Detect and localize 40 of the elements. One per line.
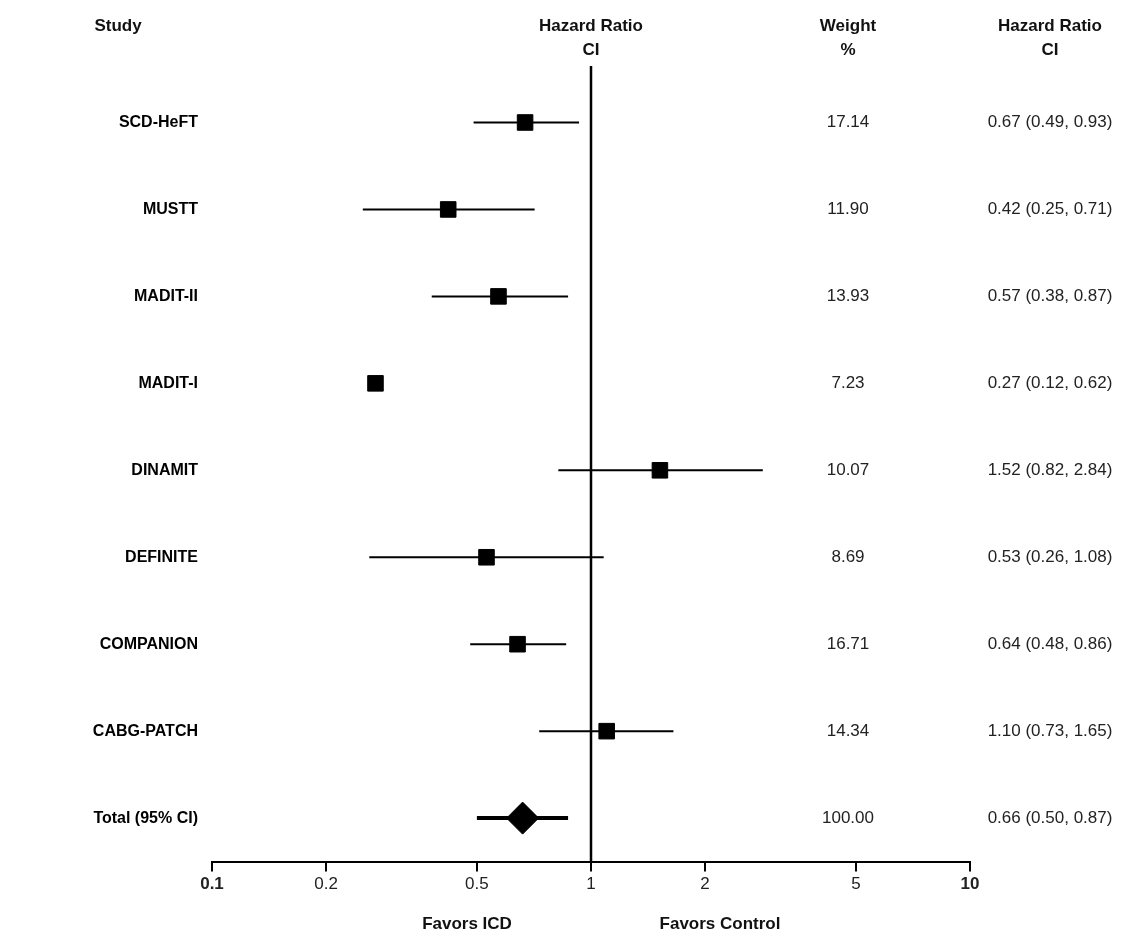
text: 0.66 (0.50, 0.87) [987,807,1113,827]
y-tick-label: MADIT-I [138,373,198,391]
text: Weight % [819,15,877,59]
data-label: 1.10 (0.73, 1.65) [987,720,1113,740]
x-tick-label: 10 [960,874,980,894]
y-tick-label: SCD-HeFT [118,112,199,130]
annotation: 11.90 [827,199,869,219]
x-tick-label: 0.2 [314,874,338,894]
data-label: 1.52 (0.82, 2.84) [987,459,1113,479]
annotation: 7.23 [831,373,865,393]
data-label: 0.57 (0.38, 0.87) [987,286,1113,306]
data-label: 0.64 (0.48, 0.86) [987,633,1113,653]
x-tick-label: 5 [851,874,861,894]
data-label: 0.27 (0.12, 0.62) [987,373,1113,393]
annotation: 14.34 [826,720,870,740]
y-tick-label: MUSTT [142,199,199,217]
annotation: 100.00 [822,807,874,827]
annotation: 10.07 [826,459,870,479]
annotation: 8.69 [831,546,865,566]
data-label: 0.67 (0.49, 0.93) [987,112,1113,132]
y-tick-label: DEFINITE [125,547,199,565]
x-tick-label: 0.1 [200,874,224,894]
annotation: 17.14 [826,112,870,132]
text: Favors Control [659,913,781,933]
y-tick-label: MADIT-II [134,286,198,304]
y-tick-label: Total (95% CI) [93,808,198,826]
annotation: 13.93 [826,286,870,306]
data-label: 0.53 (0.26, 1.08) [987,546,1113,566]
chart-title: Hazard Ratio CI [539,15,643,59]
y-tick-label: COMPANION [99,634,198,652]
x-tick-label: 0.5 [465,874,489,894]
data-label: 0.42 (0.25, 0.71) [987,199,1113,219]
text: Favors ICD [422,913,512,933]
annotation: 16.71 [826,633,870,653]
x-tick-label: 2 [700,874,710,894]
x-tick-label: 1 [586,874,596,894]
y-tick-label: CABG-PATCH [92,721,198,739]
text: Hazard Ratio CI [998,15,1102,59]
y-tick-label: DINAMIT [131,460,199,478]
y-axis-title: Study [94,15,143,35]
